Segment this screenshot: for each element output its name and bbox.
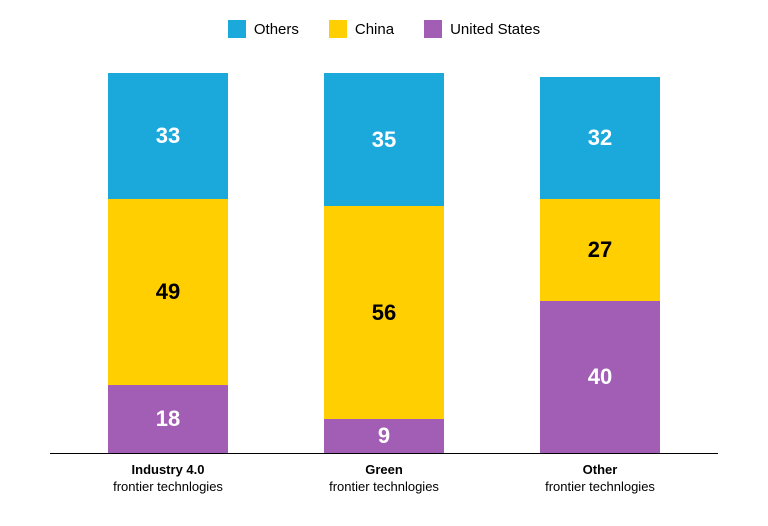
stacked-bar-chart: Others China United States 184933 95635 4027… xyxy=(0,0,768,526)
x-axis-label: Otherfrontier technlogies xyxy=(525,462,675,496)
bar-segment-others: 35 xyxy=(324,73,444,206)
bar-column: 184933 xyxy=(93,73,243,453)
legend-item-others: Others xyxy=(228,20,299,38)
legend-label-others: Others xyxy=(254,21,299,38)
x-axis-labels: Industry 4.0frontier technlogies Greenfro… xyxy=(50,454,718,496)
bar-segment-united_states: 40 xyxy=(540,301,660,453)
x-axis-label: Greenfrontier technlogies xyxy=(309,462,459,496)
legend-swatch-others xyxy=(228,20,246,38)
bar-segment-china: 49 xyxy=(108,199,228,385)
plot-area: 184933 95635 402732 xyxy=(50,58,718,454)
bar-segment-united_states: 9 xyxy=(324,419,444,453)
legend-item-united_states: United States xyxy=(424,20,540,38)
bar-segment-china: 27 xyxy=(540,199,660,302)
legend: Others China United States xyxy=(50,20,718,38)
bar: 95635 xyxy=(324,73,444,453)
bar-segment-china: 56 xyxy=(324,206,444,419)
bar: 402732 xyxy=(540,77,660,453)
x-axis-label: Industry 4.0frontier technlogies xyxy=(93,462,243,496)
bar: 184933 xyxy=(108,73,228,453)
bar-segment-others: 32 xyxy=(540,77,660,199)
legend-label-china: China xyxy=(355,21,394,38)
bar-segment-united_states: 18 xyxy=(108,385,228,453)
legend-swatch-united_states xyxy=(424,20,442,38)
legend-swatch-china xyxy=(329,20,347,38)
bar-segment-others: 33 xyxy=(108,73,228,198)
bar-column: 402732 xyxy=(525,77,675,453)
legend-label-united_states: United States xyxy=(450,21,540,38)
legend-item-china: China xyxy=(329,20,394,38)
bar-column: 95635 xyxy=(309,73,459,453)
